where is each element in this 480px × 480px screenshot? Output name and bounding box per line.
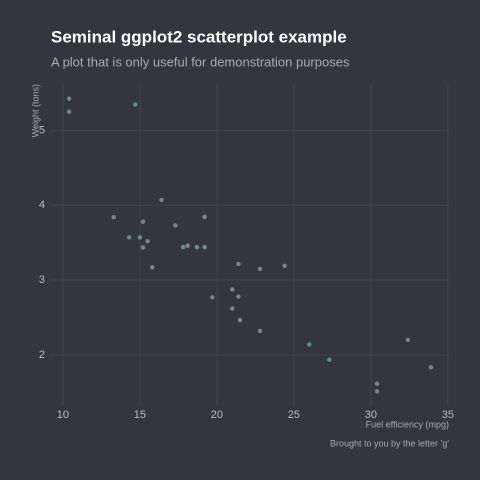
y-tick-label: 3 — [39, 274, 45, 286]
caption: Brought to you by the letter 'g' — [330, 438, 449, 448]
point — [230, 306, 235, 311]
point — [133, 102, 138, 107]
point — [194, 244, 200, 250]
point — [236, 261, 241, 267]
point — [237, 317, 243, 323]
y-tick-label: 2 — [39, 349, 45, 361]
x-tick-label: 10 — [57, 409, 69, 421]
point — [257, 266, 263, 272]
point — [230, 287, 235, 292]
x-tick-label: 30 — [365, 409, 377, 421]
point — [428, 365, 434, 370]
point — [374, 381, 380, 386]
point — [137, 235, 143, 240]
point — [185, 243, 190, 248]
x-tick-label: 35 — [442, 409, 454, 421]
x-tick-label: 25 — [288, 409, 300, 421]
point — [202, 214, 207, 220]
point — [257, 328, 263, 334]
y-tick-label: 5 — [39, 124, 45, 136]
chart-title: Seminal ggplot2 scatterplot example — [51, 27, 347, 46]
point — [282, 263, 287, 269]
point — [173, 223, 178, 228]
point — [405, 337, 411, 343]
chart-subtitle: A plot that is only useful for demonstra… — [51, 54, 350, 69]
x-tick-label: 20 — [211, 409, 223, 421]
point — [236, 294, 241, 299]
point — [327, 357, 332, 362]
point — [111, 215, 116, 220]
x-tick-label: 15 — [134, 409, 146, 421]
point — [159, 197, 164, 203]
point — [210, 295, 215, 300]
point — [150, 265, 155, 270]
point — [66, 109, 72, 114]
y-tick-label: 4 — [39, 199, 45, 211]
point — [140, 245, 146, 250]
point — [307, 342, 312, 347]
point — [180, 244, 186, 250]
point — [374, 389, 380, 394]
point — [202, 244, 207, 250]
point — [126, 235, 132, 240]
point — [145, 238, 150, 244]
x-axis-label: Fuel efficiency (mpg) — [366, 419, 449, 429]
point — [140, 219, 146, 224]
point — [66, 96, 72, 101]
y-axis-label: Weight (tons) — [30, 84, 40, 137]
